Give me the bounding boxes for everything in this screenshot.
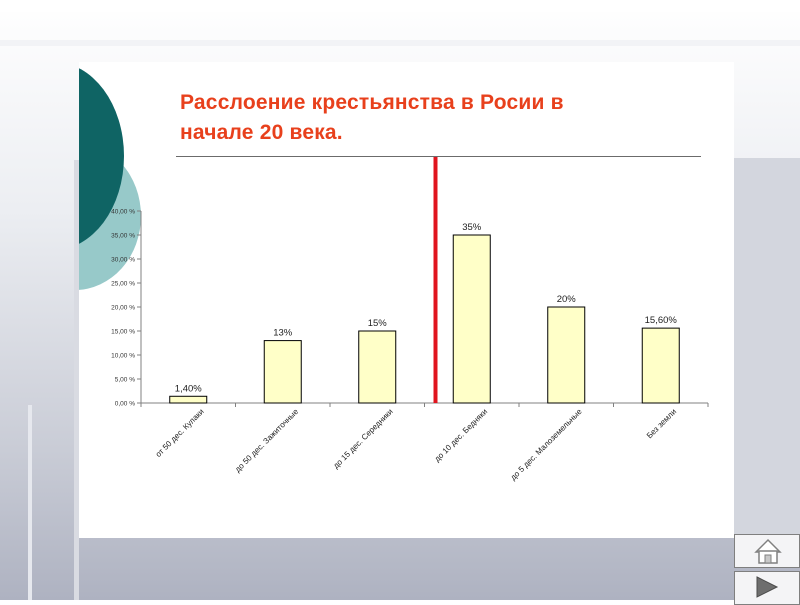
y-tick-label: 35,00 % — [111, 233, 135, 240]
x-tick-label: от 50 дес. Кулаки — [154, 407, 206, 459]
background-stripe — [0, 40, 800, 46]
home-icon — [754, 538, 782, 564]
next-slide-button[interactable] — [734, 571, 800, 605]
y-tick-label: 25,00 % — [111, 281, 135, 288]
x-tick-label: до 15 дес. Середники — [331, 407, 394, 470]
x-tick-label: до 5 дес. Малоземельные — [509, 407, 584, 482]
data-label: 1,40% — [175, 383, 202, 394]
title-underline — [176, 156, 701, 157]
y-tick-label: 15,00 % — [111, 329, 135, 336]
background-stripe — [0, 0, 800, 12]
x-tick-label: Без земли — [645, 407, 678, 440]
y-tick-label: 40,00 % — [111, 209, 135, 216]
bar — [547, 306, 586, 404]
slide-panel: Расслоение крестьянства в Росии в начале… — [79, 62, 734, 538]
slide-title-line-2: начале 20 века. — [180, 121, 343, 144]
bar-chart: 0,00 % 5,00 % 10,00 % 15,00 % 20,00 % 25,00 %… — [111, 157, 709, 482]
bar — [169, 395, 208, 404]
background-stripe — [734, 158, 800, 538]
background-stripe — [74, 160, 79, 600]
play-right-icon — [756, 576, 779, 598]
y-tick-label: 5,00 % — [115, 377, 135, 384]
bar — [263, 340, 302, 404]
y-tick-label: 10,00 % — [111, 353, 135, 360]
y-tick-label: 0,00 % — [115, 401, 135, 408]
background-stripe — [28, 405, 32, 600]
bar — [358, 330, 397, 404]
y-tick-label: 30,00 % — [111, 257, 135, 264]
data-label: 35% — [462, 222, 482, 233]
data-label: 13% — [273, 328, 293, 339]
data-label: 15,60% — [645, 315, 678, 326]
x-tick-label: до 10 дес. Бедняки — [433, 407, 490, 464]
data-label: 20% — [557, 294, 577, 305]
bar — [641, 327, 680, 404]
data-label: 15% — [368, 318, 388, 329]
bar — [452, 234, 491, 404]
home-button[interactable] — [734, 534, 800, 568]
x-tick-label: до 50 дес. Зажиточные — [233, 407, 300, 474]
slide-title: Расслоение крестьянства в Росии в начале… — [180, 88, 700, 148]
y-tick-label: 20,00 % — [111, 305, 135, 312]
slide-title-line-1: Расслоение крестьянства в Росии в — [180, 91, 564, 114]
